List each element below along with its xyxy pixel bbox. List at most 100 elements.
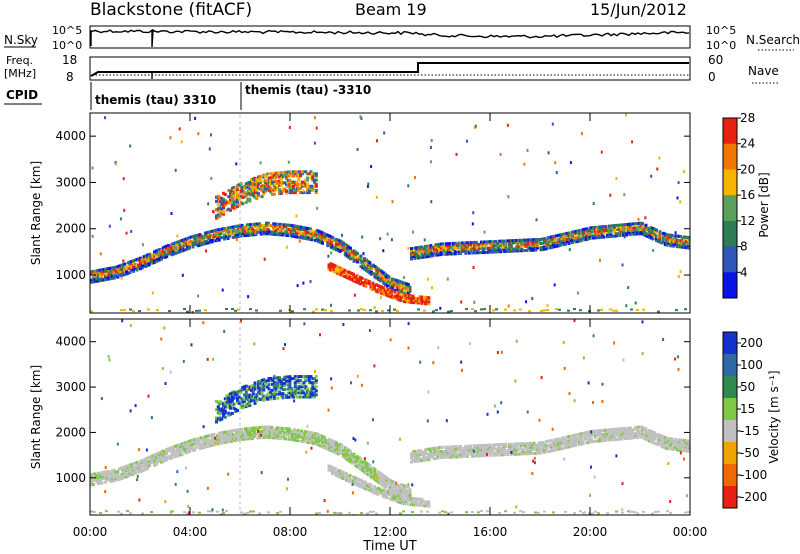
data-cell [336, 269, 340, 273]
data-cell [402, 502, 406, 506]
data-cell [639, 225, 643, 229]
data-cell [371, 272, 375, 275]
data-cell [548, 443, 552, 447]
data-cell [602, 225, 606, 229]
data-cell [417, 455, 420, 459]
data-cell [447, 512, 450, 515]
data-cell [343, 270, 347, 274]
data-cell [346, 276, 350, 280]
data-cell [509, 245, 513, 249]
data-cell [250, 399, 253, 403]
data-cell [227, 472, 230, 476]
data-cell [384, 475, 387, 479]
data-cell [349, 450, 352, 454]
data-cell [151, 259, 155, 263]
data-cell [405, 282, 408, 286]
data-cell [560, 235, 564, 239]
data-cell [453, 445, 457, 449]
data-cell [272, 232, 275, 236]
data-cell [602, 432, 606, 436]
data-cell [402, 300, 406, 304]
data-cell [249, 308, 252, 311]
data-cell [291, 232, 295, 236]
data-cell [230, 397, 234, 401]
data-cell [121, 468, 125, 472]
data-cell [602, 235, 606, 239]
data-cell [541, 447, 545, 451]
data-cell [335, 239, 338, 243]
data-cell [154, 452, 158, 456]
data-cell [332, 270, 336, 274]
data-cell [309, 170, 313, 174]
data-cell [592, 334, 595, 338]
data-cell [309, 381, 313, 385]
data-cell [342, 453, 345, 457]
data-cell [387, 486, 391, 490]
data-cell [420, 299, 424, 303]
data-cell [614, 228, 618, 232]
data-cell [373, 489, 376, 493]
data-cell [130, 471, 134, 475]
data-cell [125, 272, 128, 276]
data-cell [436, 243, 440, 247]
data-cell [276, 384, 280, 388]
data-cell [515, 448, 518, 452]
data-cell [599, 231, 602, 235]
data-cell [567, 241, 571, 245]
data-cell [267, 189, 271, 192]
data-cell [506, 123, 509, 127]
data-cell [438, 446, 441, 450]
data-cell [501, 449, 504, 453]
data-cell [485, 246, 489, 250]
x-tick-label: 12:00 [373, 525, 408, 539]
data-cell [352, 279, 355, 283]
data-cell [398, 284, 401, 288]
data-cell [525, 450, 529, 454]
data-cell [599, 435, 602, 439]
data-cell [225, 398, 229, 402]
colorbar-tick-label: -15 [740, 424, 760, 438]
data-cell [314, 230, 317, 234]
data-cell [385, 284, 389, 288]
data-cell [413, 252, 417, 256]
data-cell [536, 244, 539, 248]
data-cell [453, 250, 457, 254]
data-cell [313, 377, 316, 381]
data-cell [288, 187, 292, 191]
data-cell [621, 427, 625, 431]
data-cell [485, 250, 489, 254]
data-cell [210, 433, 214, 437]
data-cell [174, 241, 177, 245]
data-cell [546, 236, 550, 240]
data-cell [403, 490, 407, 494]
data-cell [160, 450, 163, 454]
data-cell [375, 195, 378, 199]
data-cell [429, 453, 433, 457]
data-cell [446, 252, 450, 256]
data-cell [550, 243, 553, 247]
data-cell [506, 453, 510, 457]
data-cell [618, 435, 622, 439]
data-cell [232, 190, 236, 194]
data-cell [306, 387, 309, 391]
data-cell [107, 471, 111, 475]
data-cell [219, 229, 223, 233]
data-cell [336, 446, 340, 450]
data-cell [425, 448, 429, 451]
data-cell [291, 310, 294, 313]
data-cell [160, 337, 163, 341]
data-cell [544, 247, 548, 251]
data-cell [216, 207, 220, 211]
data-cell [326, 233, 330, 237]
data-cell [632, 230, 636, 234]
data-cell [459, 455, 462, 459]
data-cell [492, 453, 496, 457]
data-cell [469, 249, 473, 253]
data-cell [529, 452, 532, 455]
data-cell [532, 244, 536, 248]
data-cell [366, 464, 370, 468]
data-cell [290, 395, 294, 399]
data-cell [348, 474, 352, 477]
data-cell [255, 194, 259, 198]
data-cell [254, 224, 258, 228]
